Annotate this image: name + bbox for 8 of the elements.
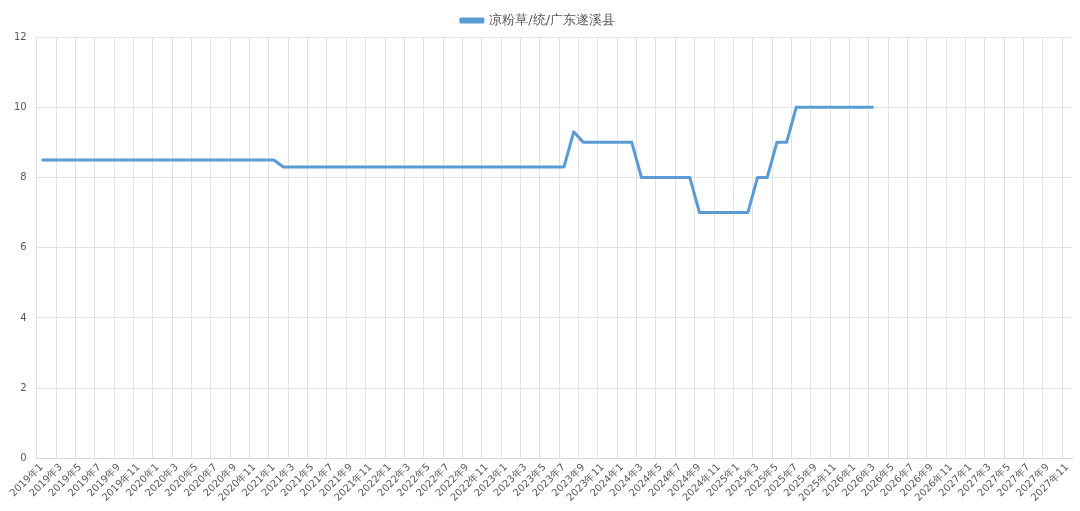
y-tick-label: 2 xyxy=(20,381,27,393)
y-tick-label: 8 xyxy=(20,171,27,183)
y-tick-label: 10 xyxy=(13,100,27,112)
y-tick-label: 12 xyxy=(13,30,27,42)
legend-label: 凉粉草/统/广东遂溪县 xyxy=(489,11,616,27)
y-tick-label: 0 xyxy=(20,452,27,464)
y-tick-label: 6 xyxy=(20,241,27,253)
y-tick-label: 4 xyxy=(20,311,27,323)
